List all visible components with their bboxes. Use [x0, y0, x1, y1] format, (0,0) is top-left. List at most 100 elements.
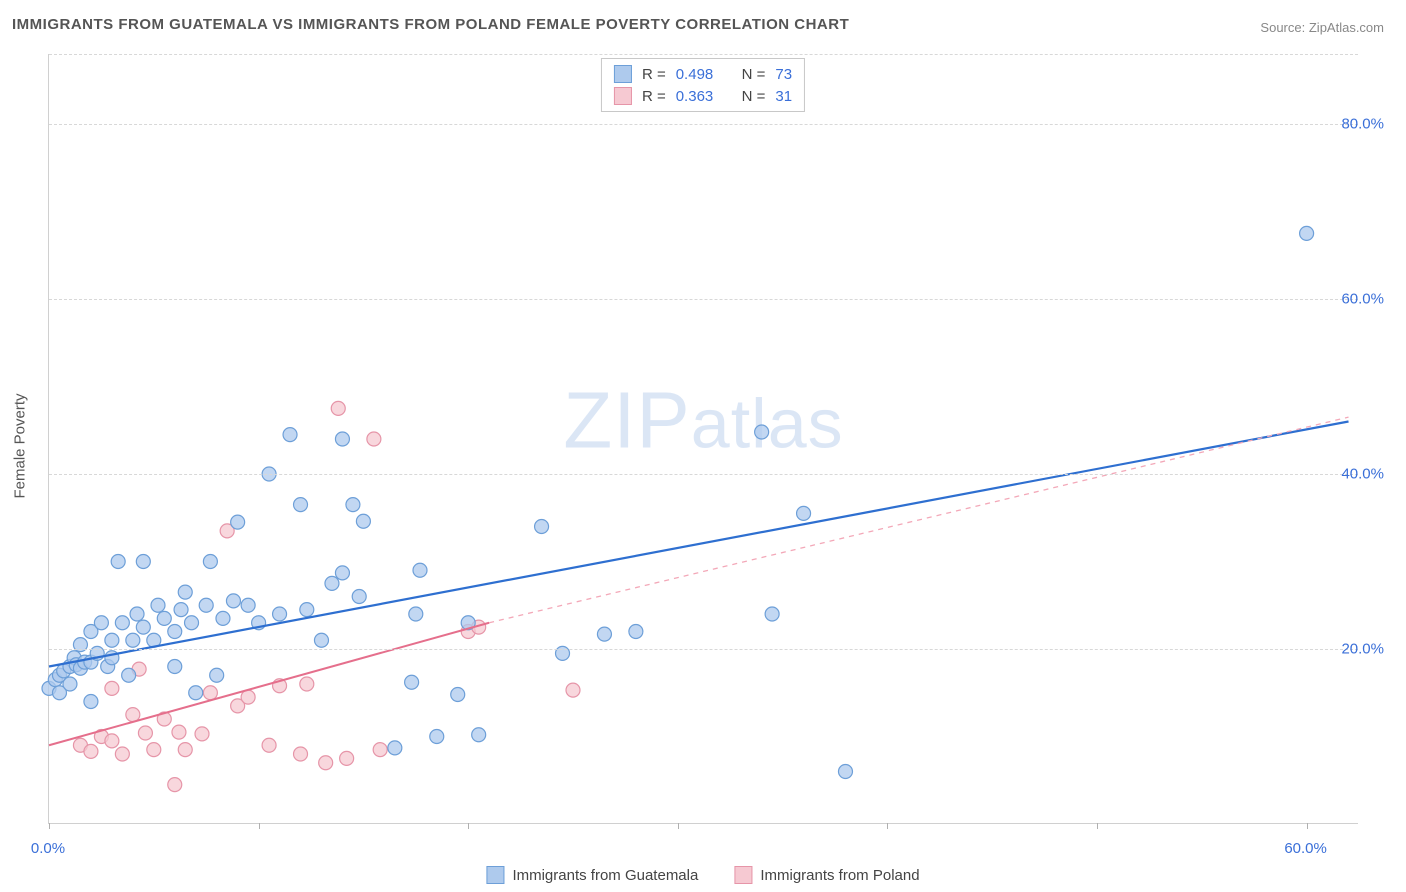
gridline: [49, 54, 1358, 55]
data-point: [300, 603, 314, 617]
data-point: [373, 743, 387, 757]
x-tick: [887, 823, 888, 829]
bottom-legend: Immigrants from Guatemala Immigrants fro…: [486, 866, 919, 884]
data-point: [294, 498, 308, 512]
data-point: [94, 616, 108, 630]
data-point: [409, 607, 423, 621]
data-point: [356, 514, 370, 528]
data-point: [105, 734, 119, 748]
data-point: [388, 741, 402, 755]
x-tick-label: 60.0%: [1284, 840, 1327, 857]
data-point: [203, 555, 217, 569]
data-point: [199, 598, 213, 612]
n-label: N =: [742, 66, 766, 83]
data-point: [430, 730, 444, 744]
data-point: [1300, 226, 1314, 240]
data-point: [335, 566, 349, 580]
data-point: [174, 603, 188, 617]
data-point: [231, 515, 245, 529]
data-point: [105, 681, 119, 695]
series-label-poland: Immigrants from Poland: [760, 867, 919, 884]
data-point: [765, 607, 779, 621]
y-tick-label: 40.0%: [1341, 466, 1384, 483]
y-axis-label: Female Poverty: [12, 393, 29, 498]
data-point: [195, 727, 209, 741]
source-link[interactable]: ZipAtlas.com: [1309, 20, 1384, 35]
bottom-legend-poland: Immigrants from Poland: [734, 866, 919, 884]
data-point: [346, 498, 360, 512]
data-point: [273, 607, 287, 621]
gridline: [49, 299, 1358, 300]
regression-line: [489, 417, 1348, 623]
legend-swatch-guatemala-bottom: [486, 866, 504, 884]
data-point: [84, 744, 98, 758]
data-point: [168, 778, 182, 792]
data-point: [300, 677, 314, 691]
data-point: [838, 765, 852, 779]
data-point: [122, 668, 136, 682]
data-point: [203, 686, 217, 700]
data-point: [340, 751, 354, 765]
y-tick-label: 60.0%: [1341, 291, 1384, 308]
n-label: N =: [742, 88, 766, 105]
n-value-poland: 31: [775, 88, 792, 105]
data-point: [63, 677, 77, 691]
chart-title: IMMIGRANTS FROM GUATEMALA VS IMMIGRANTS …: [12, 16, 849, 33]
r-label: R =: [642, 66, 666, 83]
data-point: [111, 555, 125, 569]
y-tick-label: 20.0%: [1341, 641, 1384, 658]
data-point: [314, 633, 328, 647]
source-label: Source:: [1260, 20, 1305, 35]
regression-line: [49, 422, 1349, 667]
data-point: [178, 585, 192, 599]
data-point: [210, 668, 224, 682]
data-point: [136, 620, 150, 634]
data-point: [755, 425, 769, 439]
correlation-legend: R = 0.498 N = 73 R = 0.363 N = 31: [601, 58, 805, 112]
data-point: [629, 625, 643, 639]
data-point: [566, 683, 580, 697]
data-point: [597, 627, 611, 641]
data-point: [216, 611, 230, 625]
data-point: [168, 660, 182, 674]
data-point: [294, 747, 308, 761]
data-point: [138, 726, 152, 740]
legend-swatch-guatemala: [614, 65, 632, 83]
x-tick-label: 0.0%: [31, 840, 65, 857]
data-point: [262, 738, 276, 752]
data-point: [319, 756, 333, 770]
data-point: [335, 432, 349, 446]
x-tick: [678, 823, 679, 829]
r-value-guatemala: 0.498: [676, 66, 714, 83]
plot-svg: [49, 54, 1358, 823]
legend-swatch-poland: [614, 87, 632, 105]
gridline: [49, 474, 1358, 475]
data-point: [367, 432, 381, 446]
data-point: [413, 563, 427, 577]
gridline: [49, 124, 1358, 125]
data-point: [352, 590, 366, 604]
bottom-legend-guatemala: Immigrants from Guatemala: [486, 866, 698, 884]
data-point: [451, 688, 465, 702]
data-point: [115, 747, 129, 761]
x-tick: [1097, 823, 1098, 829]
data-point: [226, 594, 240, 608]
y-tick-label: 80.0%: [1341, 116, 1384, 133]
data-point: [126, 633, 140, 647]
series-label-guatemala: Immigrants from Guatemala: [512, 867, 698, 884]
data-point: [283, 428, 297, 442]
gridline: [49, 649, 1358, 650]
r-label: R =: [642, 88, 666, 105]
data-point: [136, 555, 150, 569]
data-point: [130, 607, 144, 621]
n-value-guatemala: 73: [775, 66, 792, 83]
data-point: [405, 675, 419, 689]
data-point: [115, 616, 129, 630]
x-tick: [259, 823, 260, 829]
data-point: [185, 616, 199, 630]
data-point: [331, 401, 345, 415]
data-point: [147, 743, 161, 757]
x-tick: [49, 823, 50, 829]
data-point: [241, 598, 255, 612]
r-value-poland: 0.363: [676, 88, 714, 105]
